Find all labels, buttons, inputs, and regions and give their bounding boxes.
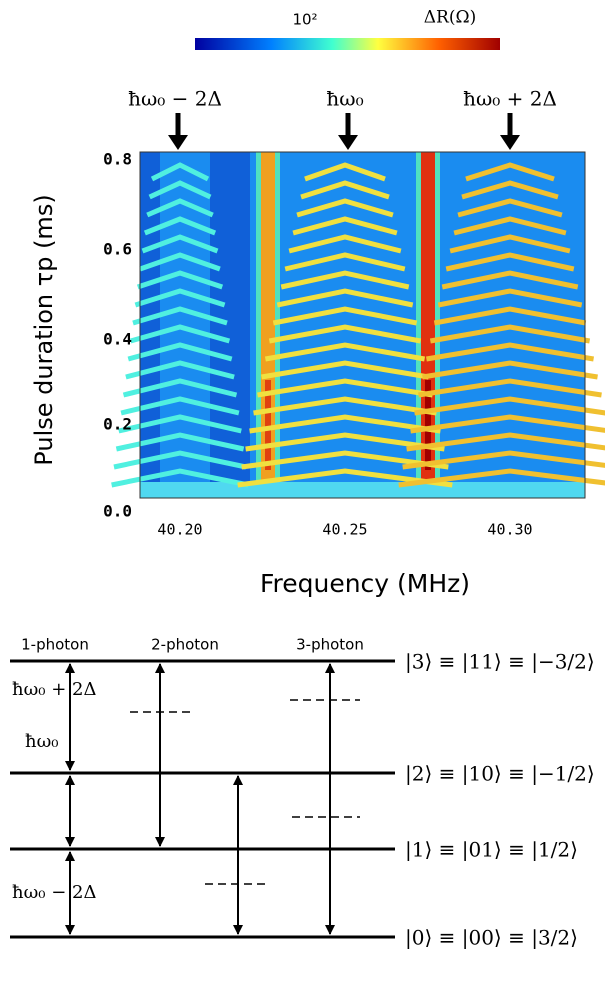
heatmap-feature xyxy=(113,450,247,470)
heatmap-feature xyxy=(292,216,398,236)
heatmap-feature xyxy=(118,414,242,434)
peak-label: ħω₀ − 2Δ xyxy=(128,87,222,111)
colorbar-scale: 10² xyxy=(292,11,317,29)
heatmap-feature xyxy=(115,432,245,452)
y-tick-label: 0.8 xyxy=(103,150,132,169)
heatmap-feature xyxy=(421,152,435,482)
heatmap-feature xyxy=(136,270,224,290)
colorbar xyxy=(195,38,500,50)
transition-label: 3-photon xyxy=(296,636,364,654)
heatmap-feature xyxy=(457,198,563,218)
heatmap-feature xyxy=(453,216,567,236)
heatmap-feature xyxy=(210,152,250,498)
level-label: |2⟩ ≡ |10⟩ ≡ |−1/2⟩ xyxy=(405,762,595,787)
level-label: |3⟩ ≡ |11⟩ ≡ |−3/2⟩ xyxy=(405,650,595,675)
heatmap-feature xyxy=(296,198,394,218)
level-label: |0⟩ ≡ |00⟩ ≡ |3/2⟩ xyxy=(405,926,578,951)
heatmap-feature xyxy=(245,432,445,452)
heatmap xyxy=(111,152,605,498)
heatmap-feature xyxy=(406,432,605,452)
heatmap-feature xyxy=(429,324,591,344)
heatmap-feature xyxy=(461,180,559,200)
heatmap-feature xyxy=(433,306,587,326)
heatmap-feature xyxy=(139,252,221,272)
peak-arrows xyxy=(175,113,513,138)
plot-frame xyxy=(139,151,586,499)
heatmap-feature xyxy=(253,396,437,416)
heatmap-feature xyxy=(410,414,605,434)
heatmap-feature xyxy=(425,342,595,362)
heatmap-feature xyxy=(148,180,212,200)
peak-label: ħω₀ + 2Δ xyxy=(463,87,557,111)
x-tick-label: 40.20 xyxy=(157,521,202,539)
heatmap-feature xyxy=(125,360,235,380)
heatmap-feature xyxy=(445,252,575,272)
heatmap-feature xyxy=(249,414,441,434)
heatmap-feature xyxy=(132,306,228,326)
heatmap-feature xyxy=(111,468,249,488)
heatmap-feature xyxy=(288,234,402,254)
heatmap-feature xyxy=(140,482,585,498)
heatmap-feature xyxy=(398,468,605,488)
x-tick-label: 40.25 xyxy=(322,521,367,539)
heatmap-feature xyxy=(140,152,160,498)
heatmap-feature xyxy=(261,152,275,482)
heatmap-feature xyxy=(146,198,214,218)
heatmap-feature xyxy=(276,288,414,308)
x-axis-title: Frequency (MHz) xyxy=(260,569,470,598)
gap-label: ħω₀ xyxy=(25,731,59,752)
heatmap-feature xyxy=(241,450,449,470)
gap-label: ħω₀ + 2Δ xyxy=(12,679,96,700)
colorbar-label: ΔR(Ω) xyxy=(424,8,476,28)
transition-label: 2-photon xyxy=(151,636,219,654)
heatmap-feature xyxy=(265,380,271,470)
heatmap-feature xyxy=(422,360,598,380)
heatmap-feature xyxy=(441,270,579,290)
peak-label: ħω₀ xyxy=(326,87,363,111)
heatmap-feature xyxy=(284,252,406,272)
heatmap-feature xyxy=(425,380,431,470)
heatmap-feature xyxy=(437,288,583,308)
level-label: |1⟩ ≡ |01⟩ ≡ |1/2⟩ xyxy=(405,838,578,863)
heatmap-feature xyxy=(268,324,422,344)
heatmap-feature xyxy=(300,180,390,200)
y-tick-label: 0.6 xyxy=(103,240,132,259)
heatmap-feature xyxy=(122,378,238,398)
heatmap-feature xyxy=(465,162,555,182)
heatmap-feature xyxy=(261,360,429,380)
heatmap-feature xyxy=(280,270,410,290)
peak-arrowheads xyxy=(168,135,520,150)
gap-label: ħω₀ − 2Δ xyxy=(12,882,96,903)
heatmap-feature xyxy=(418,378,602,398)
heatmap-feature xyxy=(134,288,226,308)
heatmap-feature xyxy=(127,342,233,362)
heatmap-feature xyxy=(402,450,605,470)
heatmap-feature xyxy=(304,162,386,182)
heatmap-feature xyxy=(120,396,240,416)
heatmap-feature xyxy=(414,396,605,416)
heatmap-feature xyxy=(272,306,418,326)
transition-label: 1-photon xyxy=(21,636,89,654)
x-tick-label: 40.30 xyxy=(487,521,532,539)
y-tick-label: 0.0 xyxy=(103,502,132,521)
y-tick-label: 0.4 xyxy=(103,330,132,349)
y-tick-label: 0.2 xyxy=(103,415,132,434)
heatmap-feature xyxy=(141,234,219,254)
heatmap-feature xyxy=(129,324,231,344)
virtual-levels xyxy=(130,699,360,885)
heatmap-feature xyxy=(143,216,217,236)
transition-arrows xyxy=(65,663,335,935)
y-axis-title: Pulse duration τp (ms) xyxy=(30,194,58,465)
heatmap-feature xyxy=(449,234,571,254)
heatmap-feature xyxy=(257,378,433,398)
heatmap-feature xyxy=(264,342,426,362)
heatmap-feature xyxy=(150,162,210,182)
